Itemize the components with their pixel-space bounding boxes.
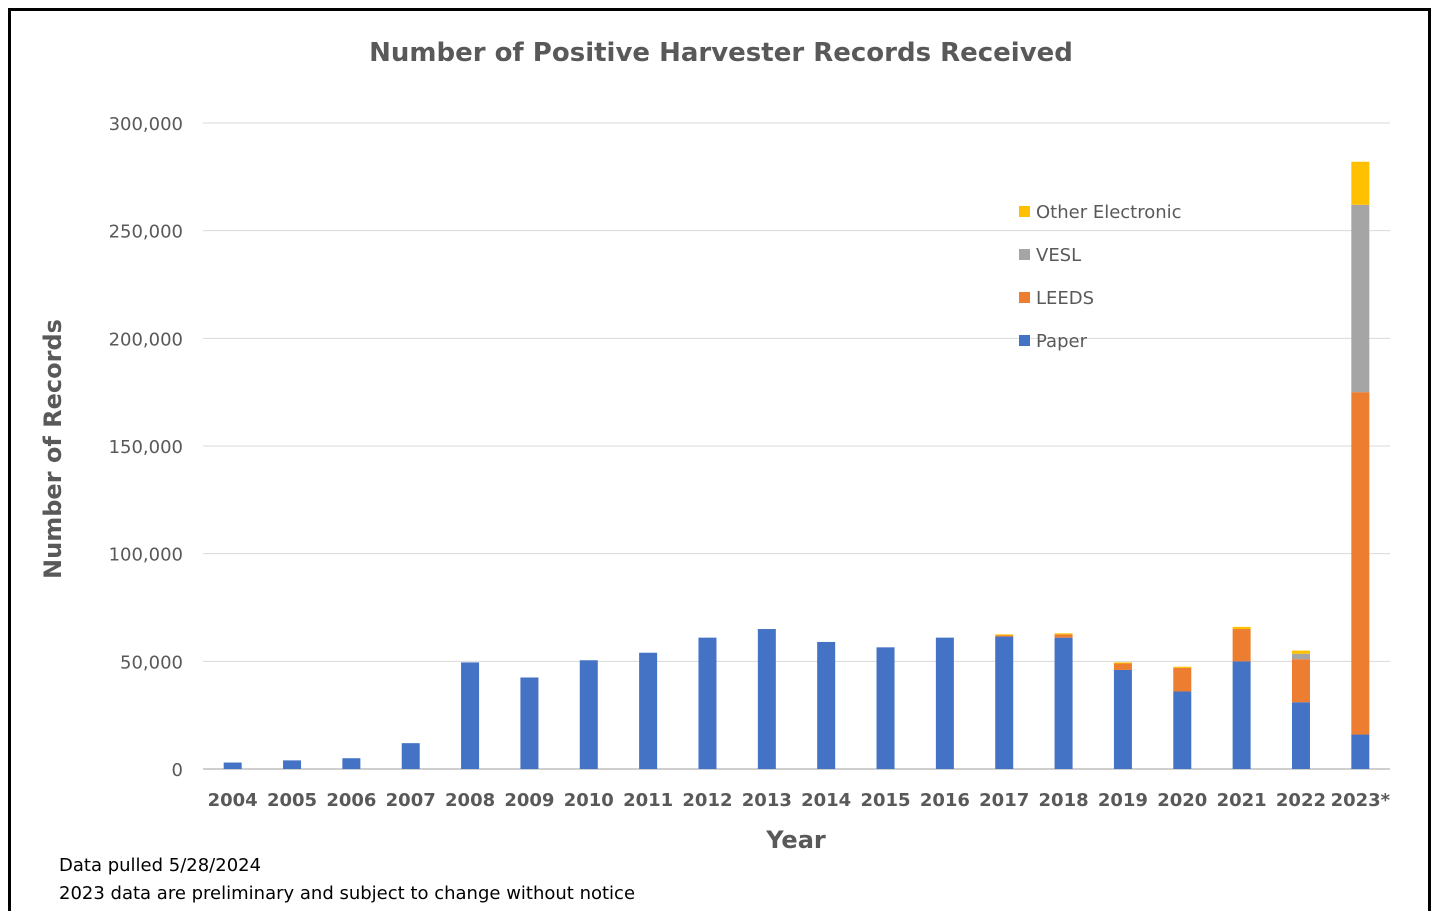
bar-paper-2011 [639, 652, 658, 769]
bar-paper-2006 [342, 758, 361, 769]
x-tick-label: 2009 [504, 790, 554, 811]
bar-leeds-2021 [1232, 629, 1251, 662]
bars [223, 161, 1370, 769]
bar-leeds-2022 [1291, 659, 1310, 703]
x-tick-label: 2012 [682, 790, 732, 811]
chart-frame [8, 8, 1431, 911]
bar-paper-2007 [401, 743, 420, 769]
bar-leeds-2020 [1173, 667, 1192, 692]
x-axis-title: Year [765, 826, 826, 854]
legend-label-vesl: VESL [1036, 245, 1081, 266]
x-tick-label: 2015 [860, 790, 910, 811]
bar-leeds-2023 [1351, 392, 1370, 735]
x-tick-label: 2008 [445, 790, 495, 811]
legend-swatch-leeds [1019, 292, 1030, 303]
bar-leeds-2017 [995, 635, 1014, 637]
x-tick-label: 2007 [386, 790, 436, 811]
bar-paper-2009 [520, 677, 539, 769]
bar-paper-2022 [1291, 702, 1310, 769]
bar-vesl-2023 [1351, 204, 1370, 393]
x-tick-label: 2006 [326, 790, 376, 811]
y-axis-title: Number of Records [39, 319, 67, 579]
y-tick-label: 50,000 [120, 652, 183, 673]
bar-other-electronic-2018 [1054, 633, 1073, 635]
bar-other-electronic-2021 [1232, 626, 1251, 630]
bar-other-electronic-2017 [995, 634, 1014, 636]
y-tick-label: 0 [172, 760, 183, 781]
x-tick-label: 2016 [920, 790, 970, 811]
x-tick-label: 2020 [1157, 790, 1207, 811]
bar-paper-2015 [876, 647, 895, 769]
x-tick-label: 2018 [1039, 790, 1089, 811]
bar-paper-2023 [1351, 734, 1370, 769]
legend-label-leeds: LEEDS [1036, 288, 1094, 309]
legend-label-other-electronic: Other Electronic [1036, 202, 1182, 223]
x-tick-label: 2004 [208, 790, 258, 811]
y-tick-label: 250,000 [109, 222, 183, 243]
bar-other-electronic-2019 [1113, 662, 1132, 664]
legend: Other Electronic VESL LEEDS Paper [1019, 202, 1182, 352]
y-tick-labels: 0 50,000 100,000 150,000 200,000 250,000 300,0… [109, 114, 183, 781]
bar-paper-2014 [817, 641, 836, 769]
x-tick-label: 2010 [564, 790, 614, 811]
x-tick-label: 2021 [1217, 790, 1267, 811]
bar-paper-2021 [1232, 661, 1251, 769]
x-tick-label: 2013 [742, 790, 792, 811]
legend-label-paper: Paper [1036, 331, 1088, 352]
bar-paper-2012 [698, 637, 717, 769]
bar-paper-2019 [1113, 669, 1132, 769]
bar-vesl-2022 [1291, 653, 1310, 660]
bar-paper-2020 [1173, 691, 1192, 769]
chart-title: Number of Positive Harvester Records Rec… [369, 38, 1073, 68]
bar-paper-2013 [757, 629, 776, 769]
legend-swatch-other-electronic [1019, 206, 1030, 217]
x-tick-label: 2005 [267, 790, 317, 811]
x-tick-label: 2023* [1331, 790, 1391, 811]
legend-swatch-paper [1019, 335, 1030, 346]
bar-other-electronic-2020 [1173, 666, 1192, 668]
bar-paper-2010 [579, 660, 598, 769]
x-tick-labels: 2004 2005 2006 2007 2008 2009 2010 2011 2012 2013… [208, 790, 1391, 811]
bar-leeds-2018 [1054, 634, 1073, 638]
y-tick-label: 200,000 [109, 329, 183, 350]
x-tick-label: 2011 [623, 790, 673, 811]
bar-paper-2018 [1054, 637, 1073, 769]
y-tick-label: 100,000 [109, 545, 183, 566]
bar-other-electronic-2023 [1351, 161, 1370, 205]
bar-paper-2016 [935, 637, 954, 769]
y-tick-label: 150,000 [109, 437, 183, 458]
bar-paper-2008 [461, 662, 480, 769]
y-tick-label: 300,000 [109, 114, 183, 135]
bar-paper-2017 [995, 636, 1014, 769]
legend-swatch-vesl [1019, 249, 1030, 260]
bar-other-electronic-2022 [1291, 650, 1310, 654]
bar-paper-2005 [283, 760, 302, 769]
x-tick-label: 2017 [979, 790, 1029, 811]
bar-paper-2004 [223, 762, 242, 769]
gridlines [203, 122, 1390, 770]
x-tick-label: 2019 [1098, 790, 1148, 811]
x-tick-label: 2014 [801, 790, 851, 811]
x-tick-label: 2022 [1276, 790, 1326, 811]
note-data-pulled: Data pulled 5/28/2024 [59, 855, 262, 876]
bar-leeds-2019 [1113, 663, 1132, 670]
note-preliminary: 2023 data are preliminary and subject to… [59, 883, 636, 904]
